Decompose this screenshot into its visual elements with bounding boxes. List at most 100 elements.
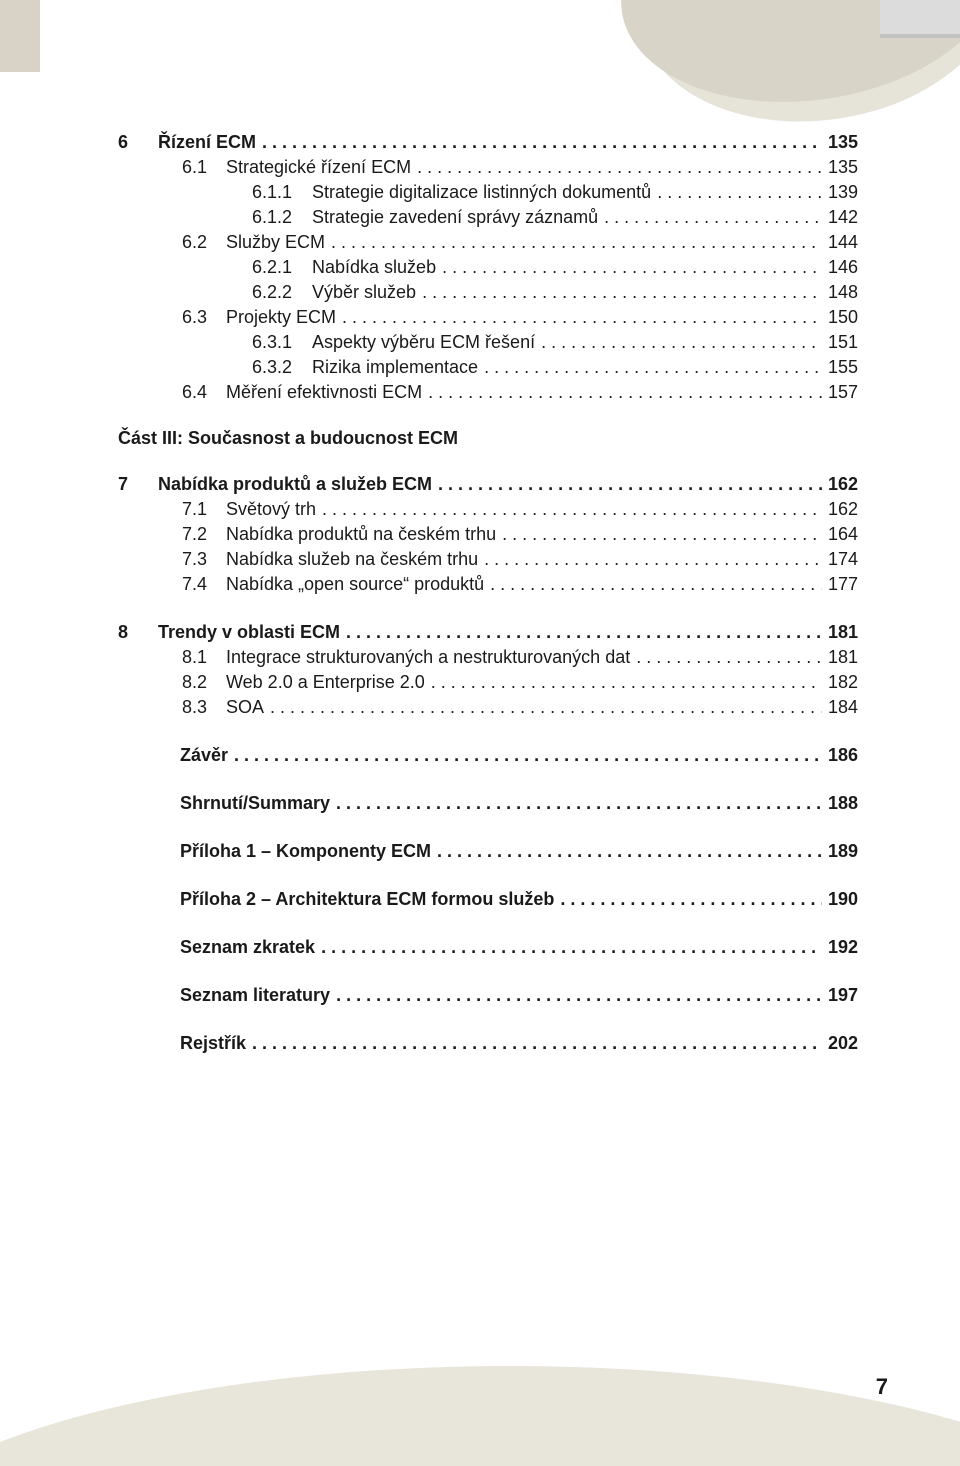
toc-section: 7.1 Světový trh 162 xyxy=(118,497,858,522)
toc-number: 7.3 xyxy=(182,547,226,572)
dot-leader xyxy=(336,791,822,816)
toc-number: 7.4 xyxy=(182,572,226,597)
toc-page: 192 xyxy=(822,935,858,960)
toc-number: 6.1.2 xyxy=(252,205,312,230)
dot-leader xyxy=(336,983,822,1008)
toc-entry: Seznam literatury 197 xyxy=(118,983,858,1008)
toc-subsection: 6.2.1 Nabídka služeb 146 xyxy=(118,255,858,280)
toc-title: Integrace strukturovaných a nestrukturov… xyxy=(226,645,636,670)
toc-section: 8.2 Web 2.0 a Enterprise 2.0 182 xyxy=(118,670,858,695)
toc-number: 6.2.2 xyxy=(252,280,312,305)
toc-page: 181 xyxy=(822,620,858,645)
dot-leader xyxy=(331,230,822,255)
toc-page: 164 xyxy=(822,522,858,547)
dot-leader xyxy=(322,497,822,522)
toc-backmatter: Závěr 186 Shrnutí/Summary 188 Příloha 1 … xyxy=(118,743,858,1056)
toc-section: 7.4 Nabídka „open source“ produktů 177 xyxy=(118,572,858,597)
toc-title: Aspekty výběru ECM řešení xyxy=(312,330,541,355)
toc-number: 8.2 xyxy=(182,670,226,695)
toc-title: Závěr xyxy=(180,743,234,768)
toc-number: 6.3 xyxy=(182,305,226,330)
dot-leader xyxy=(502,522,822,547)
toc-title: Řízení ECM xyxy=(158,130,262,155)
toc-title: SOA xyxy=(226,695,270,720)
toc-title: Nabídka služeb xyxy=(312,255,442,280)
toc-title: Světový trh xyxy=(226,497,322,522)
dot-leader xyxy=(484,547,822,572)
dot-leader xyxy=(490,572,822,597)
toc-title: Nabídka služeb na českém trhu xyxy=(226,547,484,572)
dot-leader xyxy=(234,743,822,768)
toc-title: Projekty ECM xyxy=(226,305,342,330)
toc-title: Rizika implementace xyxy=(312,355,484,380)
toc-page: 190 xyxy=(822,887,858,912)
toc-page: 155 xyxy=(822,355,858,380)
toc-title: Web 2.0 a Enterprise 2.0 xyxy=(226,670,431,695)
toc-page: 189 xyxy=(822,839,858,864)
toc-subsection: 6.2.2 Výběr služeb 148 xyxy=(118,280,858,305)
toc-title: Seznam zkratek xyxy=(180,935,321,960)
toc-number: 6.1 xyxy=(182,155,226,180)
toc-page: 150 xyxy=(822,305,858,330)
toc-title: Nabídka produktů na českém trhu xyxy=(226,522,502,547)
dot-leader xyxy=(604,205,822,230)
toc-page: 186 xyxy=(822,743,858,768)
toc-page: 135 xyxy=(822,130,858,155)
dot-leader xyxy=(270,695,822,720)
toc-title: Shrnutí/Summary xyxy=(180,791,336,816)
toc-subsection: 6.1.1 Strategie digitalizace listinných … xyxy=(118,180,858,205)
toc-number: 7 xyxy=(118,472,158,497)
toc-page: 146 xyxy=(822,255,858,280)
toc-subsection: 6.3.1 Aspekty výběru ECM řešení 151 xyxy=(118,330,858,355)
corner-decoration-top-right xyxy=(760,0,960,110)
toc-number: 6 xyxy=(118,130,158,155)
toc-page: 202 xyxy=(822,1031,858,1056)
toc-entry: Shrnutí/Summary 188 xyxy=(118,791,858,816)
toc-title: Měření efektivnosti ECM xyxy=(226,380,428,405)
toc-number: 6.2.1 xyxy=(252,255,312,280)
toc-number: 6.1.1 xyxy=(252,180,312,205)
toc-page: 184 xyxy=(822,695,858,720)
toc-title: Strategické řízení ECM xyxy=(226,155,417,180)
toc-title: Nabídka „open source“ produktů xyxy=(226,572,490,597)
dot-leader xyxy=(252,1031,822,1056)
toc-section: 8.1 Integrace strukturovaných a nestrukt… xyxy=(118,645,858,670)
toc-number: 8.3 xyxy=(182,695,226,720)
toc-section: 7.2 Nabídka produktů na českém trhu 164 xyxy=(118,522,858,547)
toc-number: 6.2 xyxy=(182,230,226,255)
dot-leader xyxy=(484,355,822,380)
dot-leader xyxy=(428,380,822,405)
page-number: 7 xyxy=(876,1374,888,1400)
toc-page: 135 xyxy=(822,155,858,180)
toc-page: 174 xyxy=(822,547,858,572)
toc-chapter: 8 Trendy v oblasti ECM 181 xyxy=(118,620,858,645)
toc-entry: Seznam zkratek 192 xyxy=(118,935,858,960)
toc-number: 8 xyxy=(118,620,158,645)
corner-decoration-bottom xyxy=(0,1336,960,1466)
toc-content: 6 Řízení ECM 135 6.1 Strategické řízení … xyxy=(118,130,858,1056)
toc-section: 8.3 SOA 184 xyxy=(118,695,858,720)
toc-page: 139 xyxy=(822,180,858,205)
toc-page: 151 xyxy=(822,330,858,355)
toc-section: 6.3 Projekty ECM 150 xyxy=(118,305,858,330)
toc-subsection: 6.3.2 Rizika implementace 155 xyxy=(118,355,858,380)
toc-page: 181 xyxy=(822,645,858,670)
toc-chapter: 6 Řízení ECM 135 xyxy=(118,130,858,155)
toc-chapter: 7 Nabídka produktů a služeb ECM 162 xyxy=(118,472,858,497)
toc-title: Nabídka produktů a služeb ECM xyxy=(158,472,438,497)
part-title: Část III: Současnost a budoucnost ECM xyxy=(118,428,858,449)
toc-page: 142 xyxy=(822,205,858,230)
toc-entry: Příloha 1 – Komponenty ECM 189 xyxy=(118,839,858,864)
dot-leader xyxy=(321,935,822,960)
toc-title: Seznam literatury xyxy=(180,983,336,1008)
toc-number: 7.2 xyxy=(182,522,226,547)
toc-entry: Rejstřík 202 xyxy=(118,1031,858,1056)
toc-title: Příloha 2 – Architektura ECM formou služ… xyxy=(180,887,560,912)
dot-leader xyxy=(346,620,822,645)
toc-title: Strategie zavedení správy záznamů xyxy=(312,205,604,230)
toc-subsection: 6.1.2 Strategie zavedení správy záznamů … xyxy=(118,205,858,230)
dot-leader xyxy=(262,130,822,155)
toc-number: 6.4 xyxy=(182,380,226,405)
toc-entry: Závěr 186 xyxy=(118,743,858,768)
toc-number: 6.3.1 xyxy=(252,330,312,355)
